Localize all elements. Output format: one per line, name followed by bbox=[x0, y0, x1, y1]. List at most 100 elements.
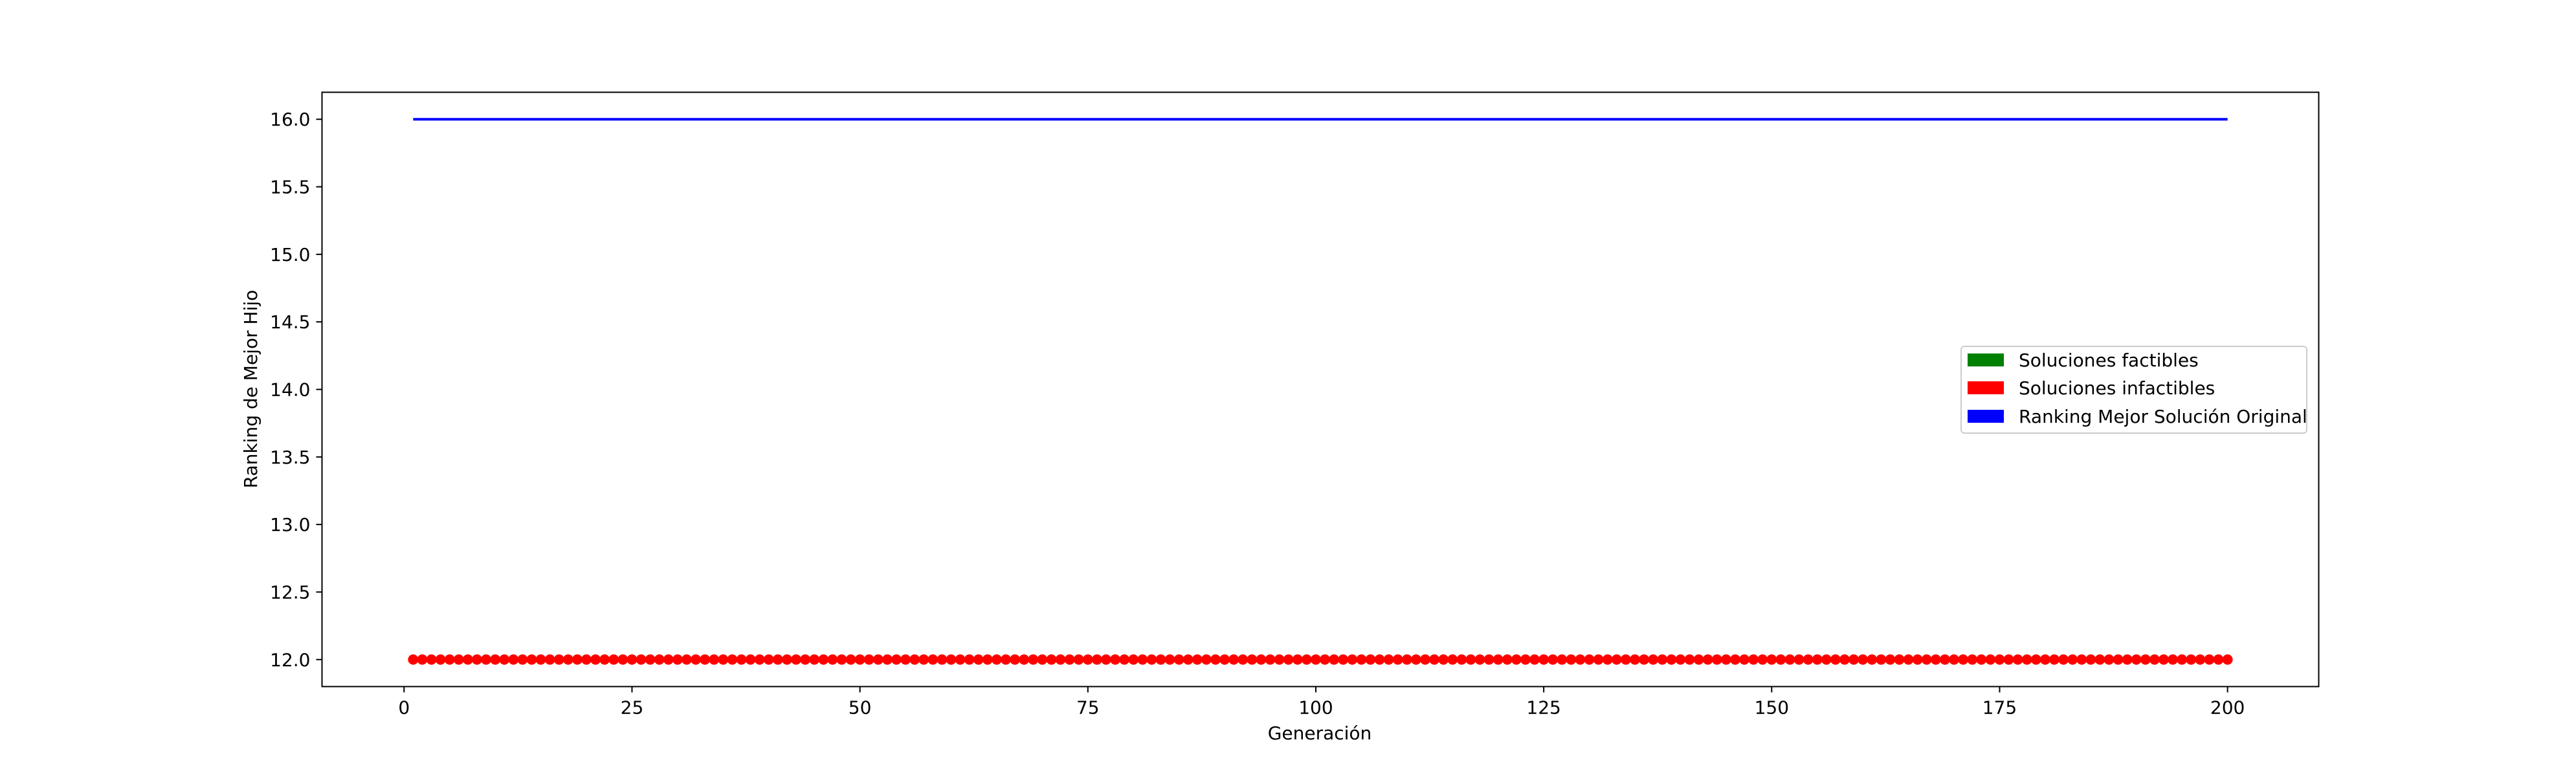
scatter-point-infactible bbox=[1155, 654, 1166, 665]
scatter-point-infactible bbox=[1949, 654, 1960, 665]
scatter-point-infactible bbox=[791, 654, 802, 665]
scatter-point-infactible bbox=[1611, 654, 1622, 665]
scatter-point-infactible bbox=[1821, 654, 1832, 665]
y-tick-label: 14.0 bbox=[270, 379, 310, 401]
scatter-point-infactible bbox=[499, 654, 510, 665]
scatter-point-infactible bbox=[1775, 654, 1786, 665]
scatter-point-infactible bbox=[2021, 654, 2032, 665]
scatter-point-infactible bbox=[1082, 654, 1093, 665]
scatter-point-infactible bbox=[1812, 654, 1823, 665]
scatter-point-infactible bbox=[1164, 654, 1175, 665]
y-axis-label: Ranking de Mejor Hijo bbox=[240, 290, 261, 489]
scatter-point-infactible bbox=[1748, 654, 1759, 665]
scatter-point-infactible bbox=[1365, 654, 1376, 665]
scatter-point-infactible bbox=[1511, 654, 1522, 665]
scatter-point-infactible bbox=[1557, 654, 1568, 665]
scatter-point-infactible bbox=[508, 654, 519, 665]
scatter-point-infactible bbox=[1201, 654, 1212, 665]
x-tick-label: 75 bbox=[1076, 697, 1100, 719]
scatter-point-infactible bbox=[818, 654, 829, 665]
scatter-point-infactible bbox=[1356, 654, 1367, 665]
scatter-point-infactible bbox=[1329, 654, 1340, 665]
scatter-point-infactible bbox=[718, 654, 729, 665]
scatter-point-infactible bbox=[2113, 654, 2124, 665]
scatter-point-infactible bbox=[836, 654, 847, 665]
scatter-point-infactible bbox=[672, 654, 683, 665]
scatter-point-infactible bbox=[955, 654, 966, 665]
scatter-point-infactible bbox=[709, 654, 720, 665]
scatter-point-infactible bbox=[2076, 654, 2087, 665]
scatter-point-infactible bbox=[872, 654, 883, 665]
scatter-point-infactible bbox=[408, 654, 419, 665]
scatter-point-infactible bbox=[1793, 654, 1804, 665]
scatter-point-infactible bbox=[973, 654, 984, 665]
legend-label-factibles: Soluciones factibles bbox=[2019, 350, 2199, 371]
scatter-point-infactible bbox=[1438, 654, 1449, 665]
legend-swatch-factibles bbox=[1968, 353, 2004, 366]
scatter-point-infactible bbox=[1830, 654, 1841, 665]
scatter-point-infactible bbox=[1867, 654, 1878, 665]
scatter-point-infactible bbox=[1019, 654, 1030, 665]
scatter-point-infactible bbox=[1429, 654, 1440, 665]
scatter-point-infactible bbox=[1729, 654, 1740, 665]
scatter-point-infactible bbox=[882, 654, 893, 665]
scatter-point-infactible bbox=[1639, 654, 1650, 665]
scatter-point-infactible bbox=[636, 654, 647, 665]
scatter-point-infactible bbox=[1483, 654, 1494, 665]
scatter-point-infactible bbox=[1620, 654, 1631, 665]
series-layer bbox=[408, 118, 2233, 665]
scatter-point-infactible bbox=[1994, 654, 2005, 665]
scatter-point-infactible bbox=[1520, 654, 1531, 665]
scatter-point-infactible bbox=[1055, 654, 1066, 665]
scatter-point-infactible bbox=[1001, 654, 1012, 665]
scatter-point-infactible bbox=[736, 654, 747, 665]
y-tick-label: 14.5 bbox=[270, 311, 310, 333]
scatter-point-infactible bbox=[2159, 654, 2170, 665]
scatter-point-infactible bbox=[1456, 654, 1467, 665]
legend-label-infactibles: Soluciones infactibles bbox=[2019, 377, 2215, 399]
scatter-point-infactible bbox=[745, 654, 756, 665]
scatter-point-infactible bbox=[1912, 654, 1923, 665]
scatter-point-infactible bbox=[417, 654, 428, 665]
scatter-point-infactible bbox=[1228, 654, 1239, 665]
scatter-point-infactible bbox=[553, 654, 564, 665]
x-tick-label: 150 bbox=[1755, 697, 1789, 719]
scatter-point-infactible bbox=[681, 654, 692, 665]
scatter-point-infactible bbox=[1985, 654, 1996, 665]
scatter-point-infactible bbox=[1073, 654, 1084, 665]
scatter-point-infactible bbox=[1894, 654, 1905, 665]
scatter-point-infactible bbox=[1037, 654, 1048, 665]
scatter-point-infactible bbox=[2067, 654, 2078, 665]
scatter-point-infactible bbox=[809, 654, 820, 665]
x-axis-label: Generación bbox=[1268, 723, 1372, 744]
scatter-point-infactible bbox=[1666, 654, 1677, 665]
scatter-point-infactible bbox=[1265, 654, 1276, 665]
scatter-point-infactible bbox=[1593, 654, 1604, 665]
scatter-point-infactible bbox=[1766, 654, 1777, 665]
scatter-point-infactible bbox=[946, 654, 957, 665]
scatter-point-infactible bbox=[1046, 654, 1057, 665]
y-tick-label: 12.5 bbox=[270, 581, 310, 603]
scatter-point-infactible bbox=[1283, 654, 1294, 665]
scatter-point-infactible bbox=[2003, 654, 2014, 665]
scatter-point-infactible bbox=[1301, 654, 1312, 665]
scatter-point-infactible bbox=[1310, 654, 1321, 665]
scatter-point-infactible bbox=[1100, 654, 1111, 665]
scatter-point-infactible bbox=[2168, 654, 2179, 665]
scatter-point-infactible bbox=[1320, 654, 1331, 665]
scatter-point-infactible bbox=[517, 654, 528, 665]
scatter-point-infactible bbox=[1347, 654, 1358, 665]
scatter-point-infactible bbox=[1338, 654, 1349, 665]
scatter-point-infactible bbox=[1173, 654, 1184, 665]
scatter-point-infactible bbox=[2131, 654, 2142, 665]
legend: Soluciones factibles Soluciones infactib… bbox=[1960, 346, 2307, 434]
scatter-point-infactible bbox=[562, 654, 573, 665]
scatter-point-infactible bbox=[1876, 654, 1887, 665]
y-tick-label: 16.0 bbox=[270, 109, 310, 130]
scatter-point-infactible bbox=[1648, 654, 1659, 665]
scatter-point-infactible bbox=[2195, 654, 2206, 665]
scatter-point-infactible bbox=[453, 654, 464, 665]
scatter-point-infactible bbox=[927, 654, 938, 665]
scatter-point-infactible bbox=[1219, 654, 1230, 665]
scatter-point-infactible bbox=[590, 654, 601, 665]
